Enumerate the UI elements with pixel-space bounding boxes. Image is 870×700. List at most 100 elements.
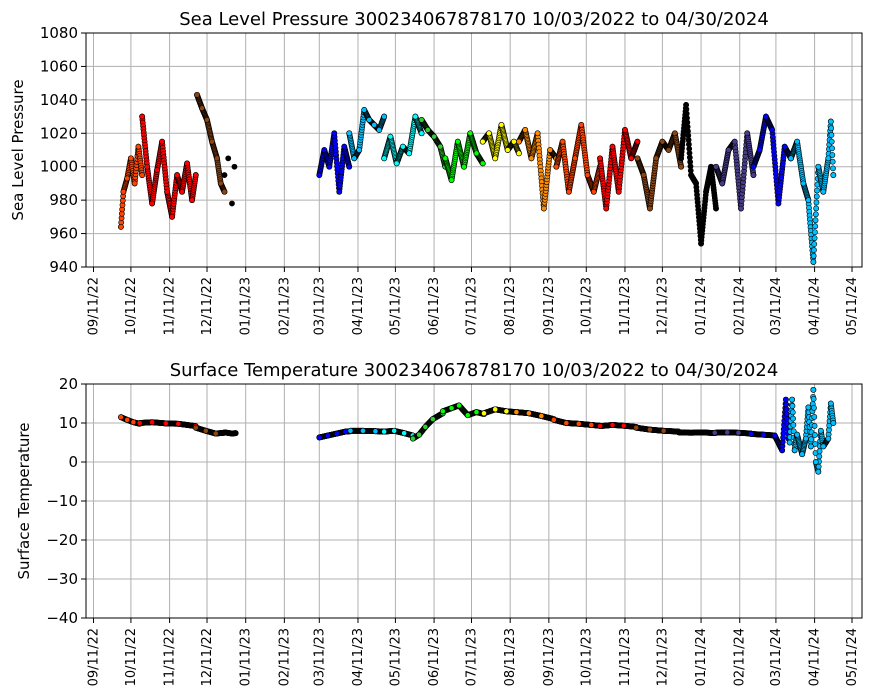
x-tick-label: 12/11/22	[200, 277, 215, 335]
data-point	[422, 423, 429, 430]
data-point	[424, 127, 431, 133]
x-tick-label: 06/11/23	[427, 277, 442, 335]
data-point	[194, 91, 200, 98]
data-point	[192, 424, 199, 431]
data-point	[789, 409, 796, 416]
data-point	[724, 429, 731, 436]
data-point	[336, 188, 343, 195]
data-point	[813, 205, 820, 212]
data-point	[794, 138, 801, 145]
y-tick-label: 0	[68, 453, 78, 471]
data-point	[184, 160, 190, 167]
data-point	[775, 200, 782, 207]
data-point	[634, 138, 641, 145]
data-point	[671, 130, 678, 137]
data-point	[144, 163, 151, 170]
data-point	[634, 155, 641, 162]
data-point	[572, 155, 578, 162]
data-point	[136, 420, 143, 426]
x-tick-label: 09/11/23	[542, 628, 557, 686]
data-point	[461, 163, 467, 170]
data-point	[351, 155, 358, 162]
data-point	[154, 167, 161, 173]
data-point	[164, 188, 170, 195]
data-point	[769, 127, 776, 133]
data-point	[711, 429, 718, 436]
data-point	[409, 435, 416, 442]
data-point	[229, 200, 235, 207]
data-point	[361, 106, 368, 113]
data-point	[790, 415, 796, 422]
data-point	[231, 163, 238, 170]
data-point	[678, 163, 684, 170]
data-point	[827, 400, 834, 407]
data-point	[828, 125, 835, 132]
data-point	[748, 431, 754, 437]
data-points	[118, 91, 837, 265]
data-point	[719, 180, 726, 187]
data-point	[204, 117, 210, 123]
y-tick-label: 1060	[40, 57, 78, 75]
y-tick-label: 20	[59, 375, 78, 393]
data-point	[665, 147, 672, 153]
data-point	[540, 205, 547, 212]
y-axis-label: Sea Level Pressure	[9, 79, 27, 220]
data-point	[771, 432, 778, 439]
data-point	[437, 143, 444, 150]
data-point	[534, 130, 541, 137]
data-point	[789, 403, 796, 409]
data-point	[615, 188, 622, 195]
series	[479, 122, 522, 162]
x-tick-label: 02/11/24	[733, 277, 748, 335]
data-point	[829, 145, 835, 152]
data-point	[356, 147, 363, 153]
data-point	[703, 188, 709, 195]
data-point	[333, 430, 340, 437]
data-point	[221, 188, 228, 195]
x-tick-label: 12/11/22	[200, 628, 215, 686]
data-point	[800, 180, 807, 187]
x-tick-label: 03/11/24	[769, 628, 784, 686]
data-point	[812, 229, 818, 236]
data-point	[688, 429, 694, 436]
x-tick-label: 02/11/23	[277, 277, 292, 335]
y-tick-label: 10	[59, 414, 78, 432]
data-point	[429, 416, 436, 422]
data-point	[128, 155, 134, 162]
series	[553, 122, 603, 195]
y-tick-label: 1040	[40, 91, 78, 109]
data-point	[346, 163, 353, 170]
x-tick-label: 11/11/23	[618, 628, 633, 686]
data-point	[135, 143, 142, 150]
data-point	[783, 406, 790, 413]
data-point	[412, 113, 419, 120]
data-point	[139, 113, 146, 120]
data-point	[209, 138, 215, 145]
data-point	[492, 406, 499, 413]
data-point	[590, 188, 597, 195]
data-point	[810, 259, 817, 265]
data-point	[810, 386, 817, 393]
data-point	[232, 430, 239, 437]
data-point	[563, 420, 570, 426]
y-tick-label: 1020	[40, 124, 78, 142]
data-point	[731, 138, 738, 145]
data-point	[393, 160, 400, 167]
data-point	[782, 396, 789, 403]
data-point	[479, 138, 486, 145]
data-point	[647, 205, 653, 212]
data-point	[688, 172, 694, 178]
data-point	[486, 130, 492, 137]
data-point	[713, 205, 719, 212]
data-point	[815, 163, 822, 170]
series	[221, 155, 238, 207]
data-point	[516, 138, 522, 145]
data-point	[525, 410, 532, 417]
x-tick-label: 04/11/23	[351, 277, 366, 335]
data-point	[550, 416, 557, 423]
data-point	[811, 423, 818, 429]
x-tick-label: 12/11/23	[655, 277, 670, 335]
x-tick-label: 03/11/23	[312, 277, 327, 335]
data-point	[827, 118, 834, 125]
x-tick-label: 03/11/23	[312, 628, 327, 686]
